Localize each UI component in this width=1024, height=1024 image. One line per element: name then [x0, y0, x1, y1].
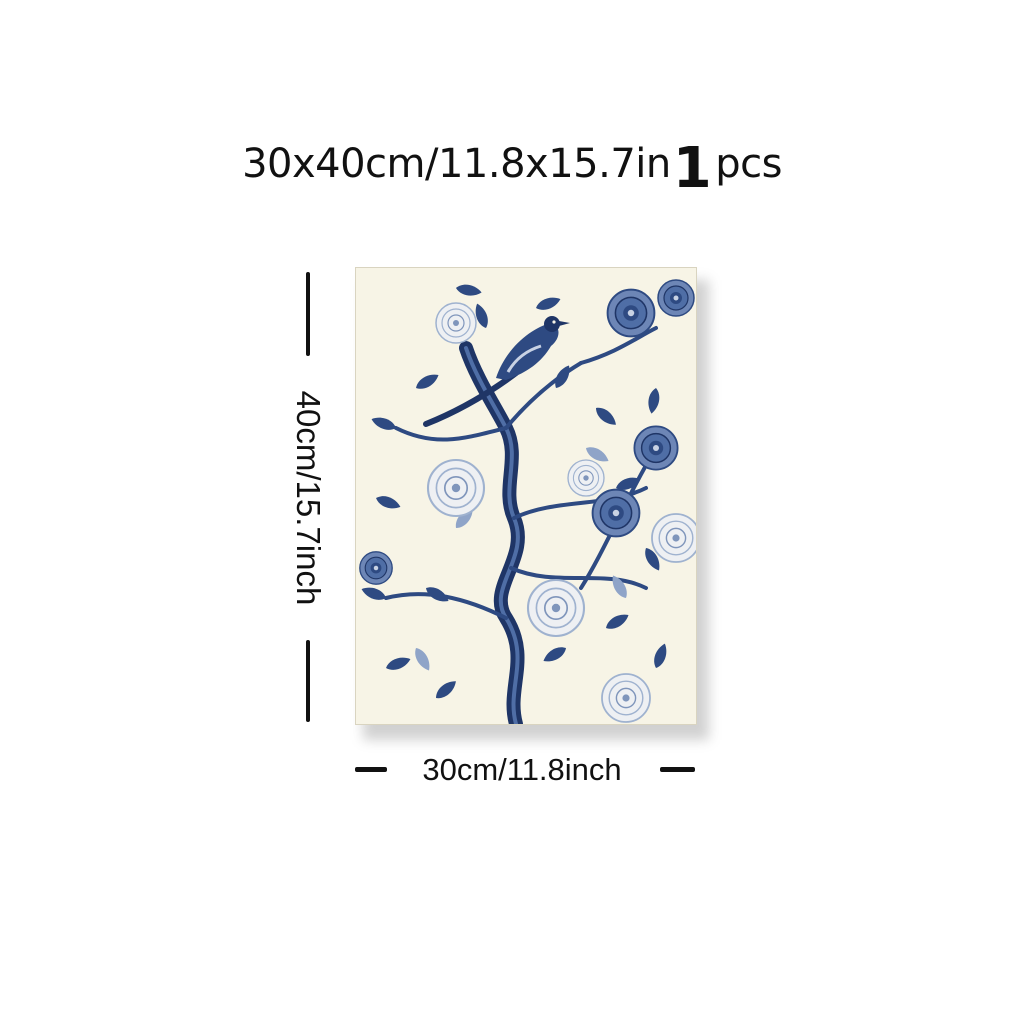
- size-quantity-headline: 30x40cm/11.8x15.7in1 pcs: [0, 136, 1024, 201]
- height-dimension-label: 40cm/15.7inch: [290, 390, 327, 606]
- width-dimension-line-right: [660, 767, 695, 772]
- quantity-unit: pcs: [715, 141, 782, 187]
- white-peony: [601, 673, 651, 723]
- white-peony: [526, 578, 586, 638]
- blue-peony: [359, 551, 393, 585]
- canvas-print-artwork: [356, 268, 696, 724]
- white-peony: [567, 459, 605, 497]
- white-peony: [426, 458, 486, 518]
- blue-peony: [657, 279, 695, 317]
- blue-peony: [633, 425, 679, 471]
- height-dimension-line-top: [306, 272, 310, 356]
- quantity-number: 1: [672, 136, 712, 201]
- chinoiserie-painting: [356, 268, 696, 724]
- blue-peony: [606, 288, 656, 338]
- width-dimension-line-left: [355, 767, 387, 772]
- bird-icon: [423, 316, 570, 427]
- width-dimension-label: 30cm/11.8inch: [422, 752, 622, 787]
- size-text: 30x40cm/11.8x15.7in: [242, 141, 671, 187]
- white-peony: [651, 513, 696, 563]
- height-dimension-line-bottom: [306, 640, 310, 722]
- blue-peony: [591, 488, 641, 538]
- white-peony: [435, 302, 477, 344]
